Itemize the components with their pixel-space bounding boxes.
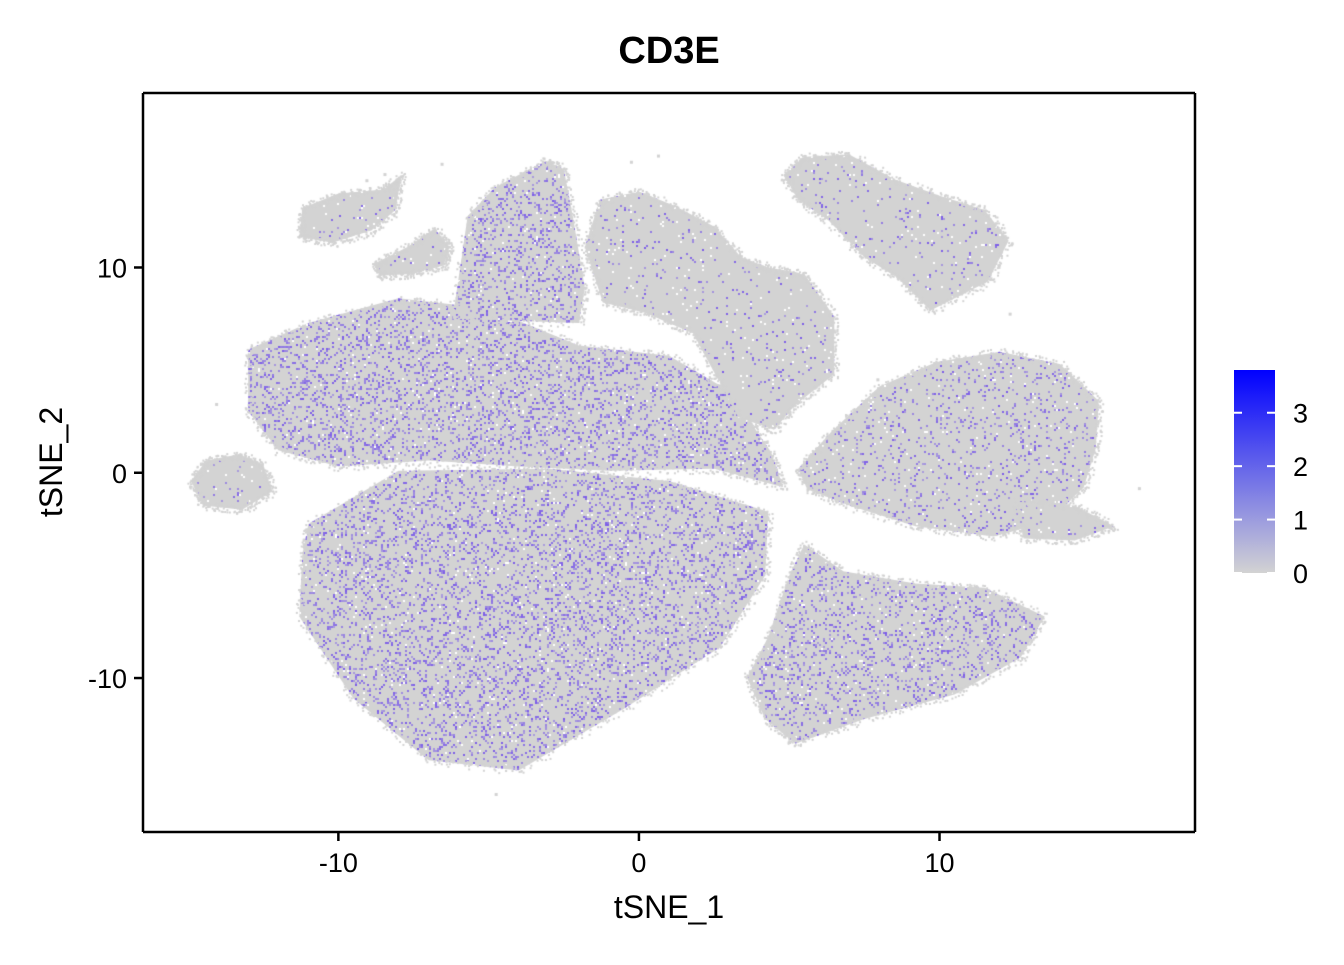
x-axis-label: tSNE_1 bbox=[614, 889, 724, 925]
colorbar-ticks: 0 1 2 3 bbox=[1234, 399, 1308, 589]
y-tick-label: 10 bbox=[97, 253, 127, 283]
scatter-points bbox=[143, 93, 1195, 832]
y-tick-label: 0 bbox=[112, 459, 127, 489]
colorbar-gradient bbox=[1234, 370, 1275, 573]
x-tick-label: 10 bbox=[924, 848, 954, 878]
colorbar-tick-label: 3 bbox=[1293, 399, 1308, 429]
y-axis-label: tSNE_2 bbox=[33, 407, 69, 517]
y-tick-label: -10 bbox=[88, 664, 127, 694]
colorbar-tick-label: 0 bbox=[1293, 559, 1308, 589]
x-tick-label: -10 bbox=[319, 848, 358, 878]
colorbar-tick-label: 1 bbox=[1293, 506, 1308, 536]
x-axis-ticks: -10 0 10 bbox=[319, 832, 955, 878]
chart-title: CD3E bbox=[618, 30, 719, 72]
colorbar-legend: 0 1 2 3 bbox=[1234, 370, 1308, 589]
colorbar-tick-label: 2 bbox=[1293, 452, 1308, 482]
x-tick-label: 0 bbox=[631, 848, 646, 878]
y-axis-ticks: -10 0 10 bbox=[88, 253, 143, 694]
